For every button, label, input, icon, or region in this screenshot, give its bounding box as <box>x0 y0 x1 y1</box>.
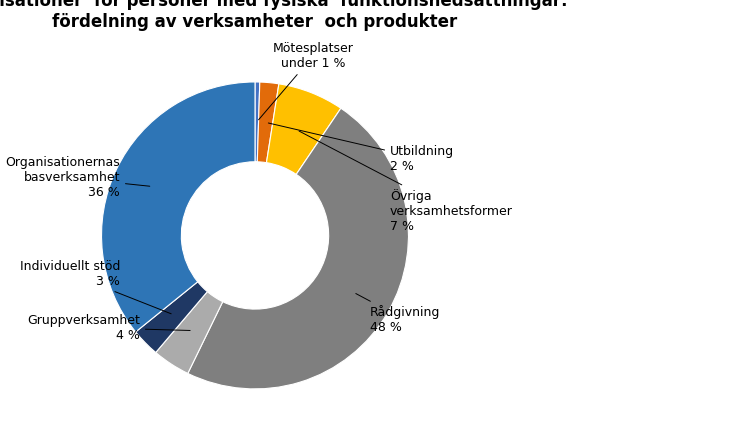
Text: Utbildning
2 %: Utbildning 2 % <box>268 123 454 173</box>
Text: Individuellt stöd
3 %: Individuellt stöd 3 % <box>20 260 171 314</box>
Wedge shape <box>266 84 341 174</box>
Text: Mötesplatser
under 1 %: Mötesplatser under 1 % <box>259 42 354 120</box>
Text: Organisationernas
basverksamhet
36 %: Organisationernas basverksamhet 36 % <box>5 156 150 199</box>
Text: Övriga
verksamhetsformer
7 %: Övriga verksamhetsformer 7 % <box>299 131 513 233</box>
Wedge shape <box>136 282 207 352</box>
Text: Rådgivning
48 %: Rådgivning 48 % <box>356 293 440 334</box>
Wedge shape <box>257 82 279 163</box>
Wedge shape <box>101 82 255 332</box>
Wedge shape <box>188 108 409 389</box>
Title: Organisationer  för personer med fysiska  funktionsnedsättningar:
fördelning av : Organisationer för personer med fysiska … <box>0 0 568 31</box>
Text: Gruppverksamhet
4 %: Gruppverksamhet 4 % <box>27 313 190 341</box>
Wedge shape <box>255 82 260 162</box>
Wedge shape <box>156 292 223 373</box>
